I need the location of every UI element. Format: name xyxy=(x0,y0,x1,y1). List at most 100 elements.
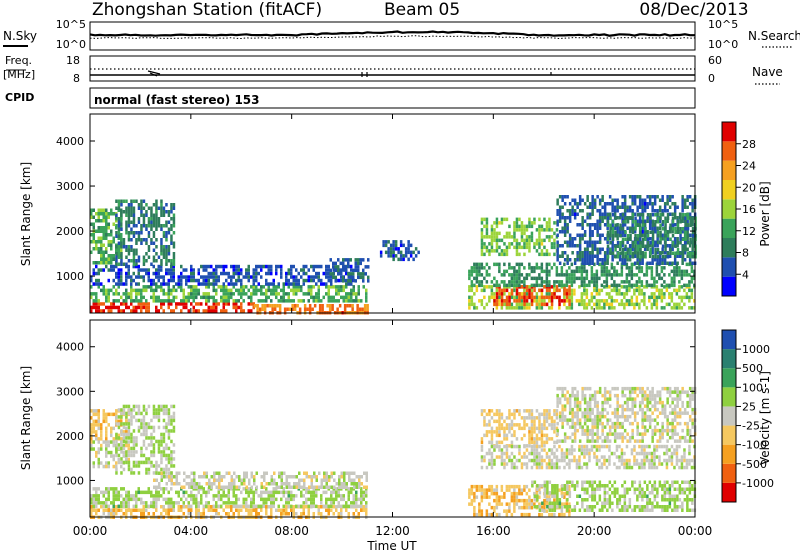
power-cell-10 xyxy=(498,283,501,288)
power-cell-12 xyxy=(638,223,642,227)
power-cell-6 xyxy=(334,275,337,280)
nave-label: Nave xyxy=(752,65,783,79)
power-cell-12 xyxy=(573,244,577,248)
velocity-cell-1 xyxy=(195,497,198,502)
power-cell-4 xyxy=(97,240,100,244)
power-cell-2 xyxy=(365,299,368,303)
velocity-cell-6 xyxy=(508,509,511,513)
power-cell-12 xyxy=(626,251,629,255)
velocity-cell-1 xyxy=(262,501,265,505)
velocity-cell-5 xyxy=(160,453,163,458)
power-cell-6 xyxy=(344,258,347,262)
power-cell-3 xyxy=(332,268,335,272)
power-cell-12 xyxy=(628,230,632,234)
power-cell-12 xyxy=(626,226,629,230)
velocity-cell-1 xyxy=(112,487,115,491)
power-cell-8 xyxy=(625,299,629,303)
velocity-cell-1 xyxy=(120,504,123,509)
power-cell-12 xyxy=(571,237,574,241)
power-cell-2 xyxy=(115,292,118,296)
power-cell-12 xyxy=(566,226,569,230)
power-cell-13 xyxy=(649,213,652,217)
velocity-cell-5 xyxy=(127,453,131,458)
power-cell-1 xyxy=(351,307,354,311)
power-colorbar-tick-label: 24 xyxy=(742,160,756,173)
velocity-cell-2 xyxy=(283,471,286,475)
velocity-cell-1 xyxy=(160,487,163,491)
velocity-cell-1 xyxy=(285,501,288,505)
velocity-cell-4 xyxy=(100,461,103,465)
power-cell-10 xyxy=(513,273,516,277)
velocity-cell-0 xyxy=(270,512,273,516)
velocity-cell-3 xyxy=(92,409,95,413)
power-cell-8 xyxy=(675,292,679,296)
power-cell-5 xyxy=(170,227,173,231)
velocity-cell-1 xyxy=(97,487,100,491)
power-cell-5 xyxy=(165,259,168,263)
power-cell-8 xyxy=(625,302,629,307)
power-cell-12 xyxy=(558,244,562,248)
velocity-cell-5 xyxy=(127,464,131,468)
power-cell-2 xyxy=(105,299,108,303)
power-cell-13 xyxy=(671,227,675,231)
velocity-cell-2 xyxy=(223,485,226,489)
power-cell-12 xyxy=(673,212,677,216)
power-cell-2 xyxy=(220,295,223,300)
power-cell-12 xyxy=(576,258,579,262)
power-cell-3 xyxy=(260,268,263,272)
power-cell-8 xyxy=(655,299,659,303)
power-cell-13 xyxy=(659,230,662,234)
power-cell-10 xyxy=(580,269,584,274)
power-cell-8 xyxy=(598,302,601,307)
power-cell-5 xyxy=(117,241,121,245)
power-cell-3 xyxy=(295,275,298,279)
power-cell-5 xyxy=(172,259,176,263)
power-cell-10 xyxy=(655,266,659,270)
power-cell-2 xyxy=(315,299,318,303)
power-cell-1 xyxy=(258,307,262,311)
power-cell-10 xyxy=(593,276,596,281)
velocity-cell-5 xyxy=(162,439,166,444)
velocity-cell-2 xyxy=(253,478,256,482)
cpid-label: CPID xyxy=(5,91,34,104)
power-cell-2 xyxy=(345,299,348,303)
power-cell-10 xyxy=(585,269,589,274)
power-cell-3 xyxy=(92,271,95,276)
power-cell-10 xyxy=(670,280,674,284)
power-cell-8 xyxy=(678,306,681,310)
power-cell-2 xyxy=(290,299,293,303)
power-cell-10 xyxy=(583,276,586,281)
power-cell-3 xyxy=(157,271,160,276)
velocity-cell-1 xyxy=(340,504,343,509)
power-cell-12 xyxy=(596,247,599,251)
velocity-cell-2 xyxy=(208,482,211,486)
power-cell-4 xyxy=(102,229,105,233)
power-cell-3 xyxy=(207,282,210,286)
velocity-cell-3 xyxy=(97,412,100,417)
velocity-cell-5 xyxy=(165,425,168,430)
power-cell-13 xyxy=(691,241,695,245)
power-cell-4 xyxy=(92,233,95,237)
power-cell-11 xyxy=(525,245,529,250)
power-cell-12 xyxy=(598,251,602,255)
power-cell-3 xyxy=(197,282,200,286)
velocity-cell-0 xyxy=(365,508,368,512)
power-cell-8 xyxy=(640,292,644,296)
power-cell-6 xyxy=(349,272,352,276)
power-cell-8 xyxy=(588,299,591,303)
power-cell-4 xyxy=(102,257,105,261)
velocity-cell-5 xyxy=(135,436,138,440)
power-cell-13 xyxy=(681,237,685,241)
power-cell-12 xyxy=(631,209,634,213)
power-cell-2 xyxy=(267,285,270,289)
velocity-cell-5 xyxy=(150,464,153,468)
power-cell-12 xyxy=(583,233,587,237)
power-cell-12 xyxy=(673,240,677,244)
power-cell-12 xyxy=(643,198,647,202)
velocity-cell-5 xyxy=(167,467,171,472)
power-cell-10 xyxy=(673,266,676,270)
velocity-cell-1 xyxy=(355,490,358,495)
velocity-cell-1 xyxy=(352,501,355,505)
power-cell-12 xyxy=(563,202,567,206)
velocity-cell-6 xyxy=(518,505,521,510)
